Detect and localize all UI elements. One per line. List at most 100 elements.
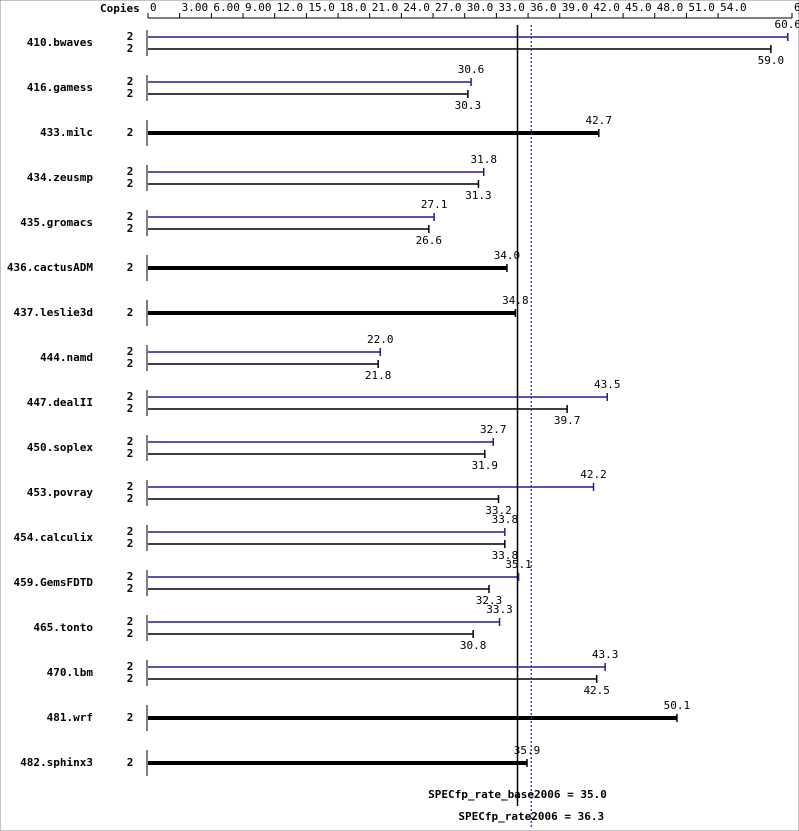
copies-label: 2 xyxy=(127,480,134,493)
benchmark-label: 465.tonto xyxy=(33,621,93,634)
x-tick-label: 51.0 xyxy=(688,1,715,14)
copies-label: 2 xyxy=(127,537,134,550)
x-tick-label: 27.0 xyxy=(435,1,462,14)
summary-name: SPECfp_rate2006 = xyxy=(458,810,571,823)
copies-label: 2 xyxy=(127,582,134,595)
copies-label: 2 xyxy=(127,756,134,769)
value-label: 33.2 xyxy=(485,504,512,517)
copies-label: 2 xyxy=(127,711,134,724)
value-label: 30.3 xyxy=(455,99,482,112)
benchmark-label: 481.wrf xyxy=(47,711,93,724)
value-label: 30.8 xyxy=(460,639,487,652)
value-label: 50.1 xyxy=(664,699,691,712)
value-label: 21.8 xyxy=(365,369,392,382)
copies-label: 2 xyxy=(127,42,134,55)
value-label: 60.6 xyxy=(775,18,799,31)
copies-label: 2 xyxy=(127,627,134,640)
copies-label: 2 xyxy=(127,126,134,139)
value-label: 35.1 xyxy=(505,558,532,571)
x-axis-label: Copies xyxy=(100,2,140,15)
copies-label: 2 xyxy=(127,345,134,358)
copies-label: 2 xyxy=(127,357,134,370)
x-tick-label: 24.0 xyxy=(403,1,430,14)
x-tick-label: 18.0 xyxy=(340,1,367,14)
benchmark-label: 482.sphinx3 xyxy=(20,756,93,769)
x-tick-label: 33.0 xyxy=(498,1,525,14)
value-label: 32.3 xyxy=(476,594,503,607)
copies-label: 2 xyxy=(127,210,134,223)
value-label: 42.2 xyxy=(580,468,607,481)
value-label: 34.8 xyxy=(502,294,529,307)
copies-label: 2 xyxy=(127,165,134,178)
benchmark-label: 470.lbm xyxy=(47,666,94,679)
copies-label: 2 xyxy=(127,525,134,538)
benchmark-label: 436.cactusADM xyxy=(7,261,93,274)
value-label: 42.7 xyxy=(586,114,613,127)
copies-label: 2 xyxy=(127,306,134,319)
value-label: 59.0 xyxy=(758,54,785,67)
x-tick-label: 6.00 xyxy=(213,1,240,14)
value-label: 22.0 xyxy=(367,333,394,346)
value-label: 33.3 xyxy=(486,603,513,616)
x-tick-label: 42.0 xyxy=(593,1,620,14)
value-label: 33.8 xyxy=(492,549,519,562)
summary-label: SPECfp_rate_base2006 = 35.0 xyxy=(428,788,607,801)
summary-name: SPECfp_rate_base2006 = xyxy=(428,788,574,801)
value-label: 30.6 xyxy=(458,63,485,76)
benchmark-label: 434.zeusmp xyxy=(27,171,94,184)
copies-label: 2 xyxy=(127,660,134,673)
benchmark-label: 447.dealII xyxy=(27,396,93,409)
copies-label: 2 xyxy=(127,261,134,274)
benchmark-label: 435.gromacs xyxy=(20,216,93,229)
value-label: 27.1 xyxy=(421,198,448,211)
benchmark-label: 450.soplex xyxy=(27,441,94,454)
summary-label: SPECfp_rate2006 = 36.3 xyxy=(458,810,604,823)
copies-label: 2 xyxy=(127,492,134,505)
x-tick-label: 3.00 xyxy=(182,1,209,14)
benchmark-label: 437.leslie3d xyxy=(14,306,93,319)
copies-label: 2 xyxy=(127,390,134,403)
x-tick-label: 15.0 xyxy=(308,1,335,14)
x-tick-label: 21.0 xyxy=(372,1,399,14)
x-tick-label: 39.0 xyxy=(562,1,589,14)
copies-label: 2 xyxy=(127,75,134,88)
value-label: 32.7 xyxy=(480,423,507,436)
copies-label: 2 xyxy=(127,30,134,43)
benchmark-label: 459.GemsFDTD xyxy=(14,576,94,589)
x-tick-label: 48.0 xyxy=(657,1,684,14)
value-label: 42.5 xyxy=(583,684,610,697)
copies-label: 2 xyxy=(127,402,134,415)
benchmark-label: 410.bwaves xyxy=(27,36,93,49)
x-tick-label: 30.0 xyxy=(467,1,494,14)
x-tick-label: 45.0 xyxy=(625,1,652,14)
summary-value: 36.3 xyxy=(578,810,605,823)
x-tick-label: 9.00 xyxy=(245,1,272,14)
value-label: 35.9 xyxy=(514,744,541,757)
copies-label: 2 xyxy=(127,615,134,628)
copies-label: 2 xyxy=(127,570,134,583)
copies-label: 2 xyxy=(127,87,134,100)
benchmark-label: 454.calculix xyxy=(14,531,94,544)
benchmark-label: 453.povray xyxy=(27,486,94,499)
value-label: 31.8 xyxy=(470,153,497,166)
x-tick-label: 12.0 xyxy=(277,1,304,14)
benchmark-label: 433.milc xyxy=(40,126,93,139)
summary-value: 35.0 xyxy=(580,788,607,801)
benchmark-label: 416.gamess xyxy=(27,81,93,94)
x-tick-label: 0 xyxy=(150,1,157,14)
x-tick-label: 36.0 xyxy=(530,1,557,14)
x-tick-label: 54.0 xyxy=(720,1,747,14)
benchmark-label: 444.namd xyxy=(40,351,93,364)
copies-label: 2 xyxy=(127,672,134,685)
copies-label: 2 xyxy=(127,435,134,448)
value-label: 31.9 xyxy=(472,459,499,472)
copies-label: 2 xyxy=(127,177,134,190)
value-label: 33.8 xyxy=(492,513,519,526)
value-label: 39.7 xyxy=(554,414,581,427)
value-label: 43.5 xyxy=(594,378,621,391)
value-label: 43.3 xyxy=(592,648,619,661)
copies-label: 2 xyxy=(127,447,134,460)
value-label: 26.6 xyxy=(416,234,443,247)
